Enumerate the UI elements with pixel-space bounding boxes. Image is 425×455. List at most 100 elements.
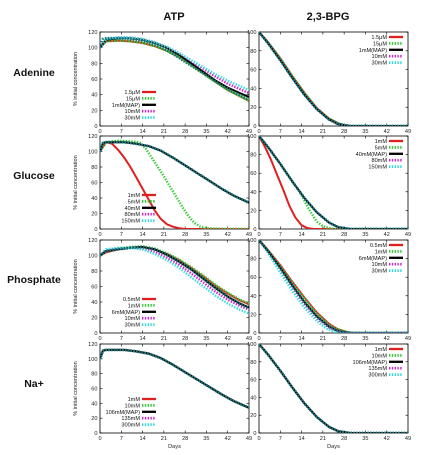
y-tick-label: 100	[247, 238, 256, 244]
x-tick-label: 28	[341, 336, 347, 342]
legend-label: 30mM	[371, 61, 387, 67]
y-tick-label: 100	[88, 254, 97, 260]
legend-label: 135mM	[121, 416, 140, 422]
series-line	[100, 39, 249, 102]
y-tick-label: 60	[250, 68, 256, 74]
legend-label: 10mM	[371, 262, 387, 268]
x-tick-label: 7	[120, 232, 123, 238]
y-tick-label: 60	[250, 275, 256, 281]
legend-label: 40mM(MAP)	[356, 152, 388, 158]
y-tick-label: 20	[91, 108, 97, 114]
x-tick-label: 21	[320, 232, 326, 238]
series-group	[100, 348, 249, 410]
x-tick-label: 35	[362, 129, 368, 135]
series-line	[100, 141, 249, 229]
x-tick-label: 42	[384, 129, 390, 135]
row-label-glucose: Glucose	[13, 170, 55, 182]
series-line	[100, 348, 249, 409]
x-tick-label: 35	[362, 436, 368, 442]
x-tick-label: 35	[203, 232, 209, 238]
y-tick-label: 120	[88, 30, 97, 36]
x-tick-label: 0	[98, 436, 101, 442]
x-tick-label: 7	[279, 232, 282, 238]
legend-label: 1mM(MAP)	[359, 48, 387, 54]
x-tick-label: 7	[120, 336, 123, 342]
series-line	[100, 348, 249, 409]
plot-frame	[258, 343, 409, 434]
x-tick-label: 0	[98, 232, 101, 238]
legend-label: 15μM	[126, 96, 140, 102]
legend-label: 1mM	[375, 249, 388, 255]
x-tick-label: 14	[298, 436, 304, 442]
x-tick-label: 42	[384, 232, 390, 238]
y-tick-label: 100	[88, 46, 97, 52]
panel-glucose-atp: 0 7 14 21 28 35 42 49 0 20 40 60 80 100 120 % initial c…	[73, 134, 252, 238]
series-line	[100, 348, 249, 409]
x-tick-label: 49	[405, 336, 411, 342]
y-tick-label: 60	[91, 181, 97, 187]
legend-label: 6mM(MAP)	[112, 310, 140, 316]
panel-na-atp: 0 7 14 21 28 35 42 49 0 20 40 60 80 100 120 % initial c…	[73, 342, 252, 450]
series-line	[100, 139, 249, 229]
legend-label: 106mM(MAP)	[106, 410, 141, 416]
x-tick-label: 0	[98, 129, 101, 135]
x-tick-label: 0	[257, 232, 260, 238]
y-tick-label: 20	[91, 212, 97, 218]
y-tick-label: 60	[250, 378, 256, 384]
legend-label: 5mM	[375, 145, 388, 151]
x-tick-label: 49	[246, 129, 252, 135]
y-tick-label: 20	[250, 312, 256, 318]
y-tick-label: 100	[247, 342, 256, 348]
legend-label: 30mM	[371, 269, 387, 275]
legend-label: 1mM	[375, 139, 388, 145]
x-tick-label: 7	[279, 129, 282, 135]
y-tick-label: 40	[250, 395, 256, 401]
legend-label: 150mM	[121, 219, 140, 225]
y-tick-label: 20	[250, 208, 256, 214]
legend-label: 30mM	[124, 323, 140, 329]
y-tick-label: 80	[250, 153, 256, 159]
y-axis-label: % initial concentration	[73, 361, 79, 415]
row-label-na: Na+	[24, 378, 44, 390]
series-group	[259, 239, 408, 333]
legend-label: 300mM	[121, 423, 140, 429]
series-group	[259, 31, 408, 126]
legend-label: 80mM	[371, 158, 387, 164]
x-tick-label: 14	[139, 129, 145, 135]
x-tick-label: 42	[225, 232, 231, 238]
y-tick-label: 80	[250, 360, 256, 366]
panel-adenine-atp: 0 7 14 21 28 35 42 49 0 20 40 60 80 100 120 % initial c…	[73, 30, 252, 135]
y-tick-label: 120	[88, 342, 97, 348]
panel-adenine-bpg: 0 7 14 21 28 35 42 490204060801001.5μM15μM1mM(M…	[247, 30, 411, 135]
series-line	[100, 39, 249, 102]
y-tick-label: 40	[250, 190, 256, 196]
y-tick-label: 20	[91, 316, 97, 322]
y-tick-label: 100	[88, 150, 97, 156]
legend-label: 106mM(MAP)	[353, 360, 388, 366]
y-tick-label: 80	[250, 257, 256, 263]
x-tick-label: 42	[225, 336, 231, 342]
y-tick-label: 0	[253, 331, 256, 337]
x-tick-label: 7	[120, 129, 123, 135]
x-tick-label: 28	[182, 436, 188, 442]
legend-label: 1.5μM	[124, 90, 140, 96]
x-tick-label: 7	[279, 436, 282, 442]
x-tick-label: 35	[203, 336, 209, 342]
series-group	[100, 36, 249, 102]
series-group	[259, 135, 408, 229]
y-tick-label: 40	[250, 86, 256, 92]
x-tick-label: 0	[257, 336, 260, 342]
x-tick-label: 42	[384, 336, 390, 342]
panel-grid: 0 7 14 21 28 35 42 49 0 20 40 60 80 100 120 % initial c…	[73, 30, 411, 450]
x-tick-label: 49	[246, 436, 252, 442]
x-tick-label: 0	[257, 129, 260, 135]
legend-label: 0.5mM	[123, 297, 140, 303]
x-tick-label: 28	[341, 232, 347, 238]
y-tick-label: 100	[247, 134, 256, 140]
legend-label: 40mM	[124, 206, 140, 212]
